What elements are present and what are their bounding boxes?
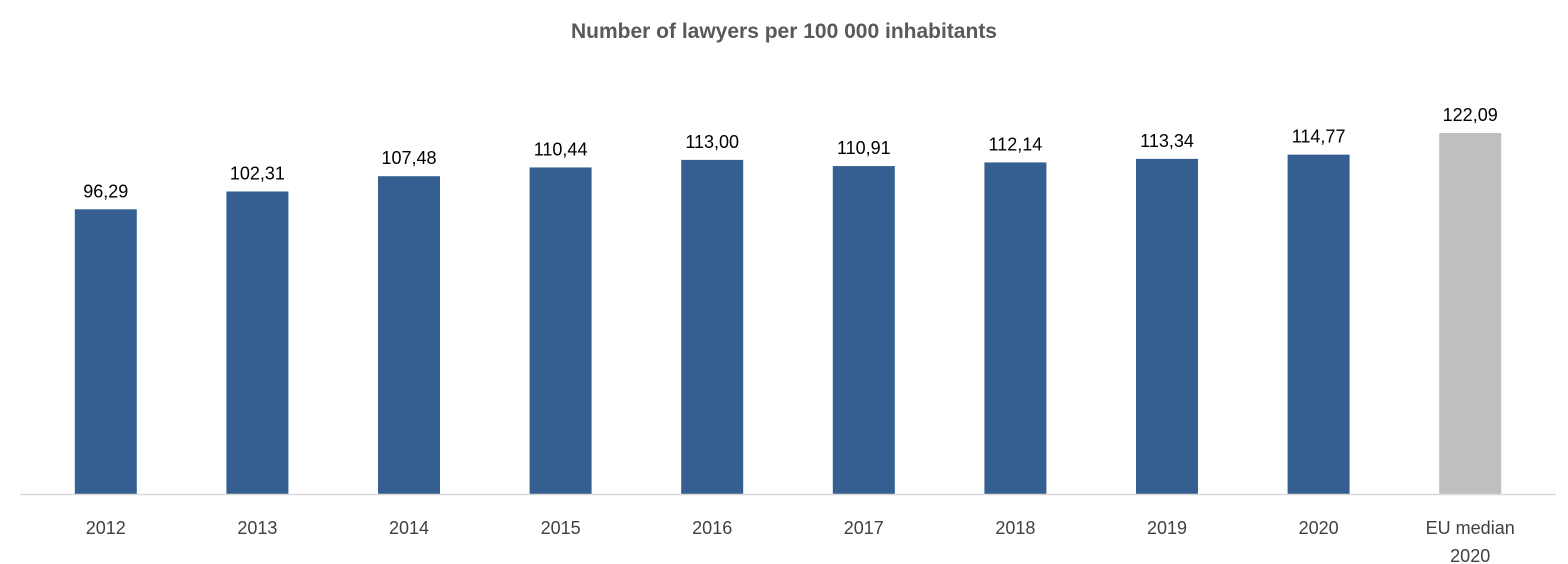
tick-label-9: EU median 2020 xyxy=(1426,518,1515,564)
value-labels-group: 96,29 102,31 107,48 110,44 113,00 110,91 112,1… xyxy=(83,105,1497,201)
chart-title: Number of lawyers per 100 000 inhabitant… xyxy=(571,20,997,43)
bar-1 xyxy=(226,191,289,494)
tick-label-0: 2012 xyxy=(86,518,126,538)
tick-label-3: 2015 xyxy=(541,518,581,538)
value-label-7: 113,34 xyxy=(1140,131,1194,151)
tick-label-line: 2020 xyxy=(1450,546,1490,564)
value-label-1: 102,31 xyxy=(230,163,285,183)
bar-2 xyxy=(378,176,440,495)
tick-label-line: 2015 xyxy=(541,518,581,538)
bars-group xyxy=(74,133,1502,495)
tick-labels-group: 2012 2013 2014 2015 2016 2017 2018 2019 2020 EU m… xyxy=(86,518,1515,564)
tick-label-line: 2012 xyxy=(86,518,126,538)
bar-4 xyxy=(681,159,744,494)
bar-3 xyxy=(529,167,592,494)
tick-label-line: 2013 xyxy=(237,518,277,538)
bar-6 xyxy=(984,162,1047,494)
tick-label-1: 2013 xyxy=(237,518,277,538)
tick-label-2: 2014 xyxy=(389,518,429,538)
value-label-4: 113,00 xyxy=(685,132,739,152)
bar-7 xyxy=(1136,158,1198,494)
tick-label-5: 2017 xyxy=(844,518,884,538)
tick-label-line: 2020 xyxy=(1299,518,1339,538)
tick-label-7: 2019 xyxy=(1147,518,1187,538)
value-label-5: 110,91 xyxy=(837,138,891,158)
bar-5 xyxy=(832,166,895,494)
bar-0 xyxy=(74,209,137,494)
value-label-0: 96,29 xyxy=(83,181,128,201)
value-label-2: 107,48 xyxy=(381,148,436,168)
tick-label-8: 2020 xyxy=(1299,518,1339,538)
value-label-6: 112,14 xyxy=(989,134,1043,154)
tick-label-line: 2019 xyxy=(1147,518,1187,538)
value-label-8: 114,77 xyxy=(1292,127,1346,147)
tick-label-line: 2016 xyxy=(692,518,732,538)
tick-label-line: EU median xyxy=(1426,518,1515,538)
value-label-9: 122,09 xyxy=(1443,105,1498,125)
value-label-3: 110,44 xyxy=(534,139,588,159)
tick-label-6: 2018 xyxy=(995,518,1035,538)
bar-9 xyxy=(1439,133,1502,494)
bar-8 xyxy=(1287,154,1350,494)
tick-label-line: 2018 xyxy=(995,518,1035,538)
tick-label-4: 2016 xyxy=(692,518,732,538)
tick-label-line: 2017 xyxy=(844,518,884,538)
tick-label-line: 2014 xyxy=(389,518,429,538)
